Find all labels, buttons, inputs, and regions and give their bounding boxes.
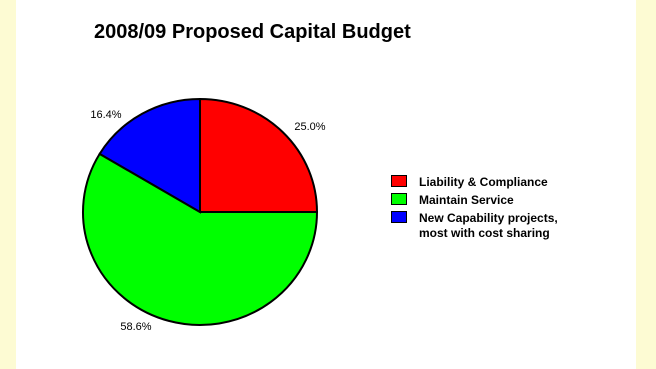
pie-label-maintain: 58.6% <box>120 321 151 333</box>
chart-panel: 2008/09 Proposed Capital Budget 25.0% 58.… <box>16 0 636 369</box>
chart-title: 2008/09 Proposed Capital Budget <box>94 21 411 43</box>
legend-label-new-capability-line2: most with cost sharing <box>419 226 550 240</box>
left-margin-strip <box>0 0 16 369</box>
legend-swatch-new-capability <box>391 211 407 223</box>
pie-chart: 25.0% 58.6% 16.4% <box>82 97 326 333</box>
legend-swatch-liability <box>391 175 407 187</box>
pie-label-new-capability: 16.4% <box>90 109 121 121</box>
legend-label-liability: Liability & Compliance <box>419 175 548 189</box>
pie-label-liability: 25.0% <box>294 121 325 133</box>
pie-slice-maintain <box>82 152 319 326</box>
legend-label-new-capability-line1: New Capability projects, <box>419 211 558 225</box>
legend-label-maintain: Maintain Service <box>419 193 514 207</box>
pie-slice-new-capability <box>98 97 201 214</box>
legend-swatch-maintain <box>391 193 407 205</box>
pie-slice-liability <box>199 97 319 213</box>
